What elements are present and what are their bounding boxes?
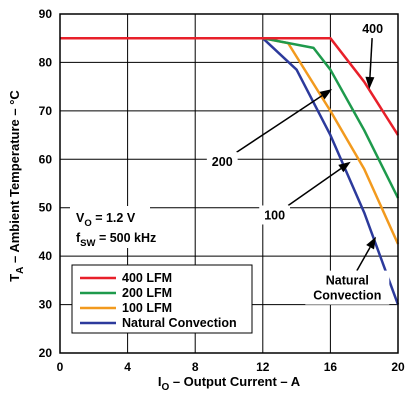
x-tick-label: 4 xyxy=(124,360,131,374)
annotation-label-line: Convection xyxy=(313,289,381,303)
annotation-label-line: 400 xyxy=(362,22,383,36)
legend: 400 LFM 200 LFM 100 LFM Natural Convecti… xyxy=(71,264,253,334)
y-tick-label: 90 xyxy=(39,7,53,21)
series-line-400 xyxy=(60,36,400,136)
condition-fsw-rest: = 500 kHz xyxy=(95,231,156,245)
annotation-label: 400 xyxy=(362,22,383,36)
annotation-label-line: Natural xyxy=(326,274,369,288)
y-axis-title-main: T xyxy=(7,274,22,282)
condition-vout-main: V xyxy=(76,211,85,225)
y-tick-label: 60 xyxy=(39,152,53,166)
annotation-arrow-head xyxy=(366,236,376,250)
legend-box xyxy=(71,264,253,334)
annotation-arrow-head xyxy=(365,76,375,90)
condition-fsw: fSW = 500 kHz xyxy=(76,231,156,249)
annotation-label: 200 xyxy=(212,155,233,169)
plot-frame xyxy=(59,13,399,354)
annotation-100: 100 xyxy=(259,161,351,225)
x-tick-label: 16 xyxy=(324,360,338,374)
legend-label-200: 200 LFM xyxy=(122,286,172,300)
annotation-backdrop xyxy=(357,19,389,39)
annotation-natural: Natural Convection xyxy=(305,236,390,305)
annotation-arrow-shaft xyxy=(287,167,342,207)
series-lines xyxy=(60,36,400,306)
annotation-label: 100 xyxy=(264,208,285,222)
annotation-arrow-shaft xyxy=(369,37,373,78)
annotation-label-line: 100 xyxy=(264,208,285,222)
y-tick-label: 80 xyxy=(39,55,53,69)
legend-label-400: 400 LFM xyxy=(122,271,172,285)
y-tick-label: 20 xyxy=(39,346,53,360)
annotation-arrow-shaft xyxy=(356,246,371,271)
annotation-label-line: 200 xyxy=(212,155,233,169)
x-tick-label: 20 xyxy=(391,360,405,374)
condition-vout-rest: = 1.2 V xyxy=(92,211,136,225)
y-tick-label: 70 xyxy=(39,104,53,118)
y-tick-label: 40 xyxy=(39,249,53,263)
tick-labels: 0 4 8 12 16 20 20 30 40 50 60 70 80 90 xyxy=(39,7,405,374)
curve-annotations: 400 200 100 Natural Convection xyxy=(206,19,390,305)
x-axis-title-sub: O xyxy=(161,382,169,393)
operating-conditions: VO = 1.2 V fSW = 500 kHz xyxy=(70,206,156,249)
x-axis-title-rest: – Output Current – A xyxy=(169,374,301,389)
x-axis-title: IO – Output Current – A xyxy=(158,374,301,393)
y-axis-title: TA – Ambient Temperature – °C xyxy=(7,90,26,282)
x-tick-label: 12 xyxy=(256,360,270,374)
x-axis-title-main: I xyxy=(158,374,162,389)
condition-fsw-main: f xyxy=(76,231,81,245)
annotation-backdrop xyxy=(206,152,238,172)
y-axis-title-sub: A xyxy=(15,267,26,274)
x-tick-label: 8 xyxy=(192,360,199,374)
annotation-200: 200 xyxy=(206,89,333,172)
annotation-arrow-shaft xyxy=(236,95,323,153)
annotation-backdrop xyxy=(259,205,291,225)
y-tick-label: 30 xyxy=(39,298,53,312)
annotation-arrow-head xyxy=(338,161,351,173)
y-tick-label: 50 xyxy=(39,201,53,215)
annotation-400: 400 xyxy=(357,19,389,90)
condition-vout-sub: O xyxy=(84,218,91,229)
legend-label-natural: Natural Convection xyxy=(122,316,237,330)
annotation-backdrop xyxy=(305,270,390,305)
x-tick-label: 0 xyxy=(57,360,64,374)
legend-label-100: 100 LFM xyxy=(122,301,172,315)
y-axis-title-rest: – Ambient Temperature – °C xyxy=(7,90,22,267)
condition-vout: VO = 1.2 V xyxy=(76,211,136,229)
annotation-label: Natural Convection xyxy=(313,274,381,303)
annotation-arrow-head xyxy=(319,89,333,100)
conditions-backdrop xyxy=(70,206,150,248)
condition-fsw-sub: SW xyxy=(80,238,95,249)
